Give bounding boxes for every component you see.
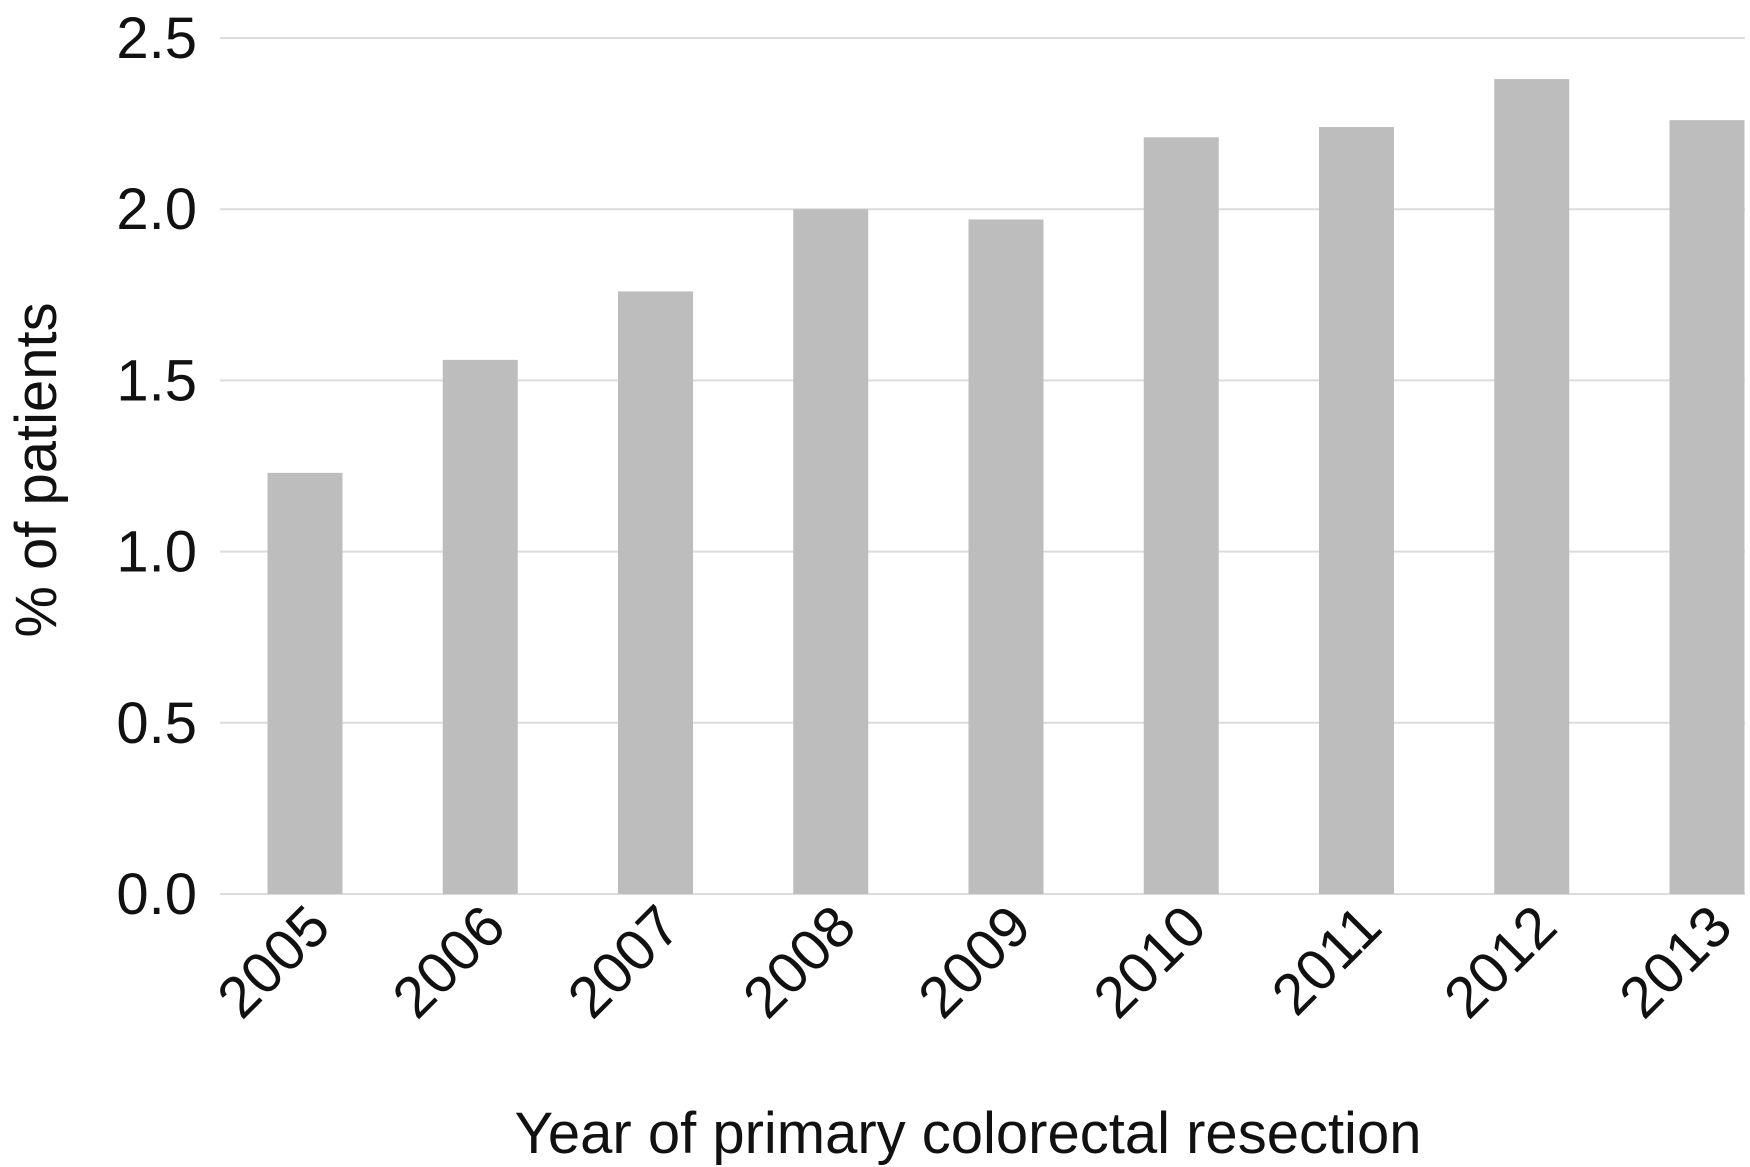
x-tick-label: 2011 <box>1260 893 1394 1027</box>
x-tick-label: 2008 <box>731 893 868 1030</box>
x-tick-label: 2007 <box>555 893 692 1030</box>
y-tick-label: 1.5 <box>116 348 197 413</box>
bars <box>267 79 1745 895</box>
bar-2012 <box>1494 79 1570 894</box>
y-axis-ticks: 0.0 0.5 1.0 1.5 2.0 2.5 <box>116 6 197 927</box>
x-tick-label: 2009 <box>906 893 1043 1030</box>
y-tick-label: 2.5 <box>116 6 197 71</box>
bar-2008 <box>793 209 869 894</box>
bar-2010 <box>1143 137 1219 894</box>
y-tick-label: 2.0 <box>116 177 197 242</box>
x-tick-label: 2010 <box>1081 893 1218 1030</box>
x-tick-label: 2006 <box>380 893 517 1030</box>
x-tick-label: 2005 <box>205 893 342 1030</box>
bar-2011 <box>1319 127 1394 895</box>
bar-2006 <box>442 359 518 895</box>
x-axis-title: Year of primary colorectal resection <box>515 1101 1422 1166</box>
x-tick-label: 2012 <box>1432 893 1569 1030</box>
bar-2013 <box>1669 120 1745 894</box>
y-axis-title: % of patients <box>4 302 69 637</box>
y-tick-label: 0.0 <box>116 862 197 927</box>
x-tick-label: 2013 <box>1607 893 1744 1030</box>
x-axis-ticks: 2005 2006 2007 2008 2009 2010 2011 2012 2013 <box>205 893 1744 1030</box>
bar-2009 <box>968 219 1044 895</box>
y-tick-label: 1.0 <box>116 520 197 585</box>
bar-2005 <box>267 472 343 894</box>
y-tick-label: 0.5 <box>116 691 197 756</box>
bar-2007 <box>618 291 693 895</box>
